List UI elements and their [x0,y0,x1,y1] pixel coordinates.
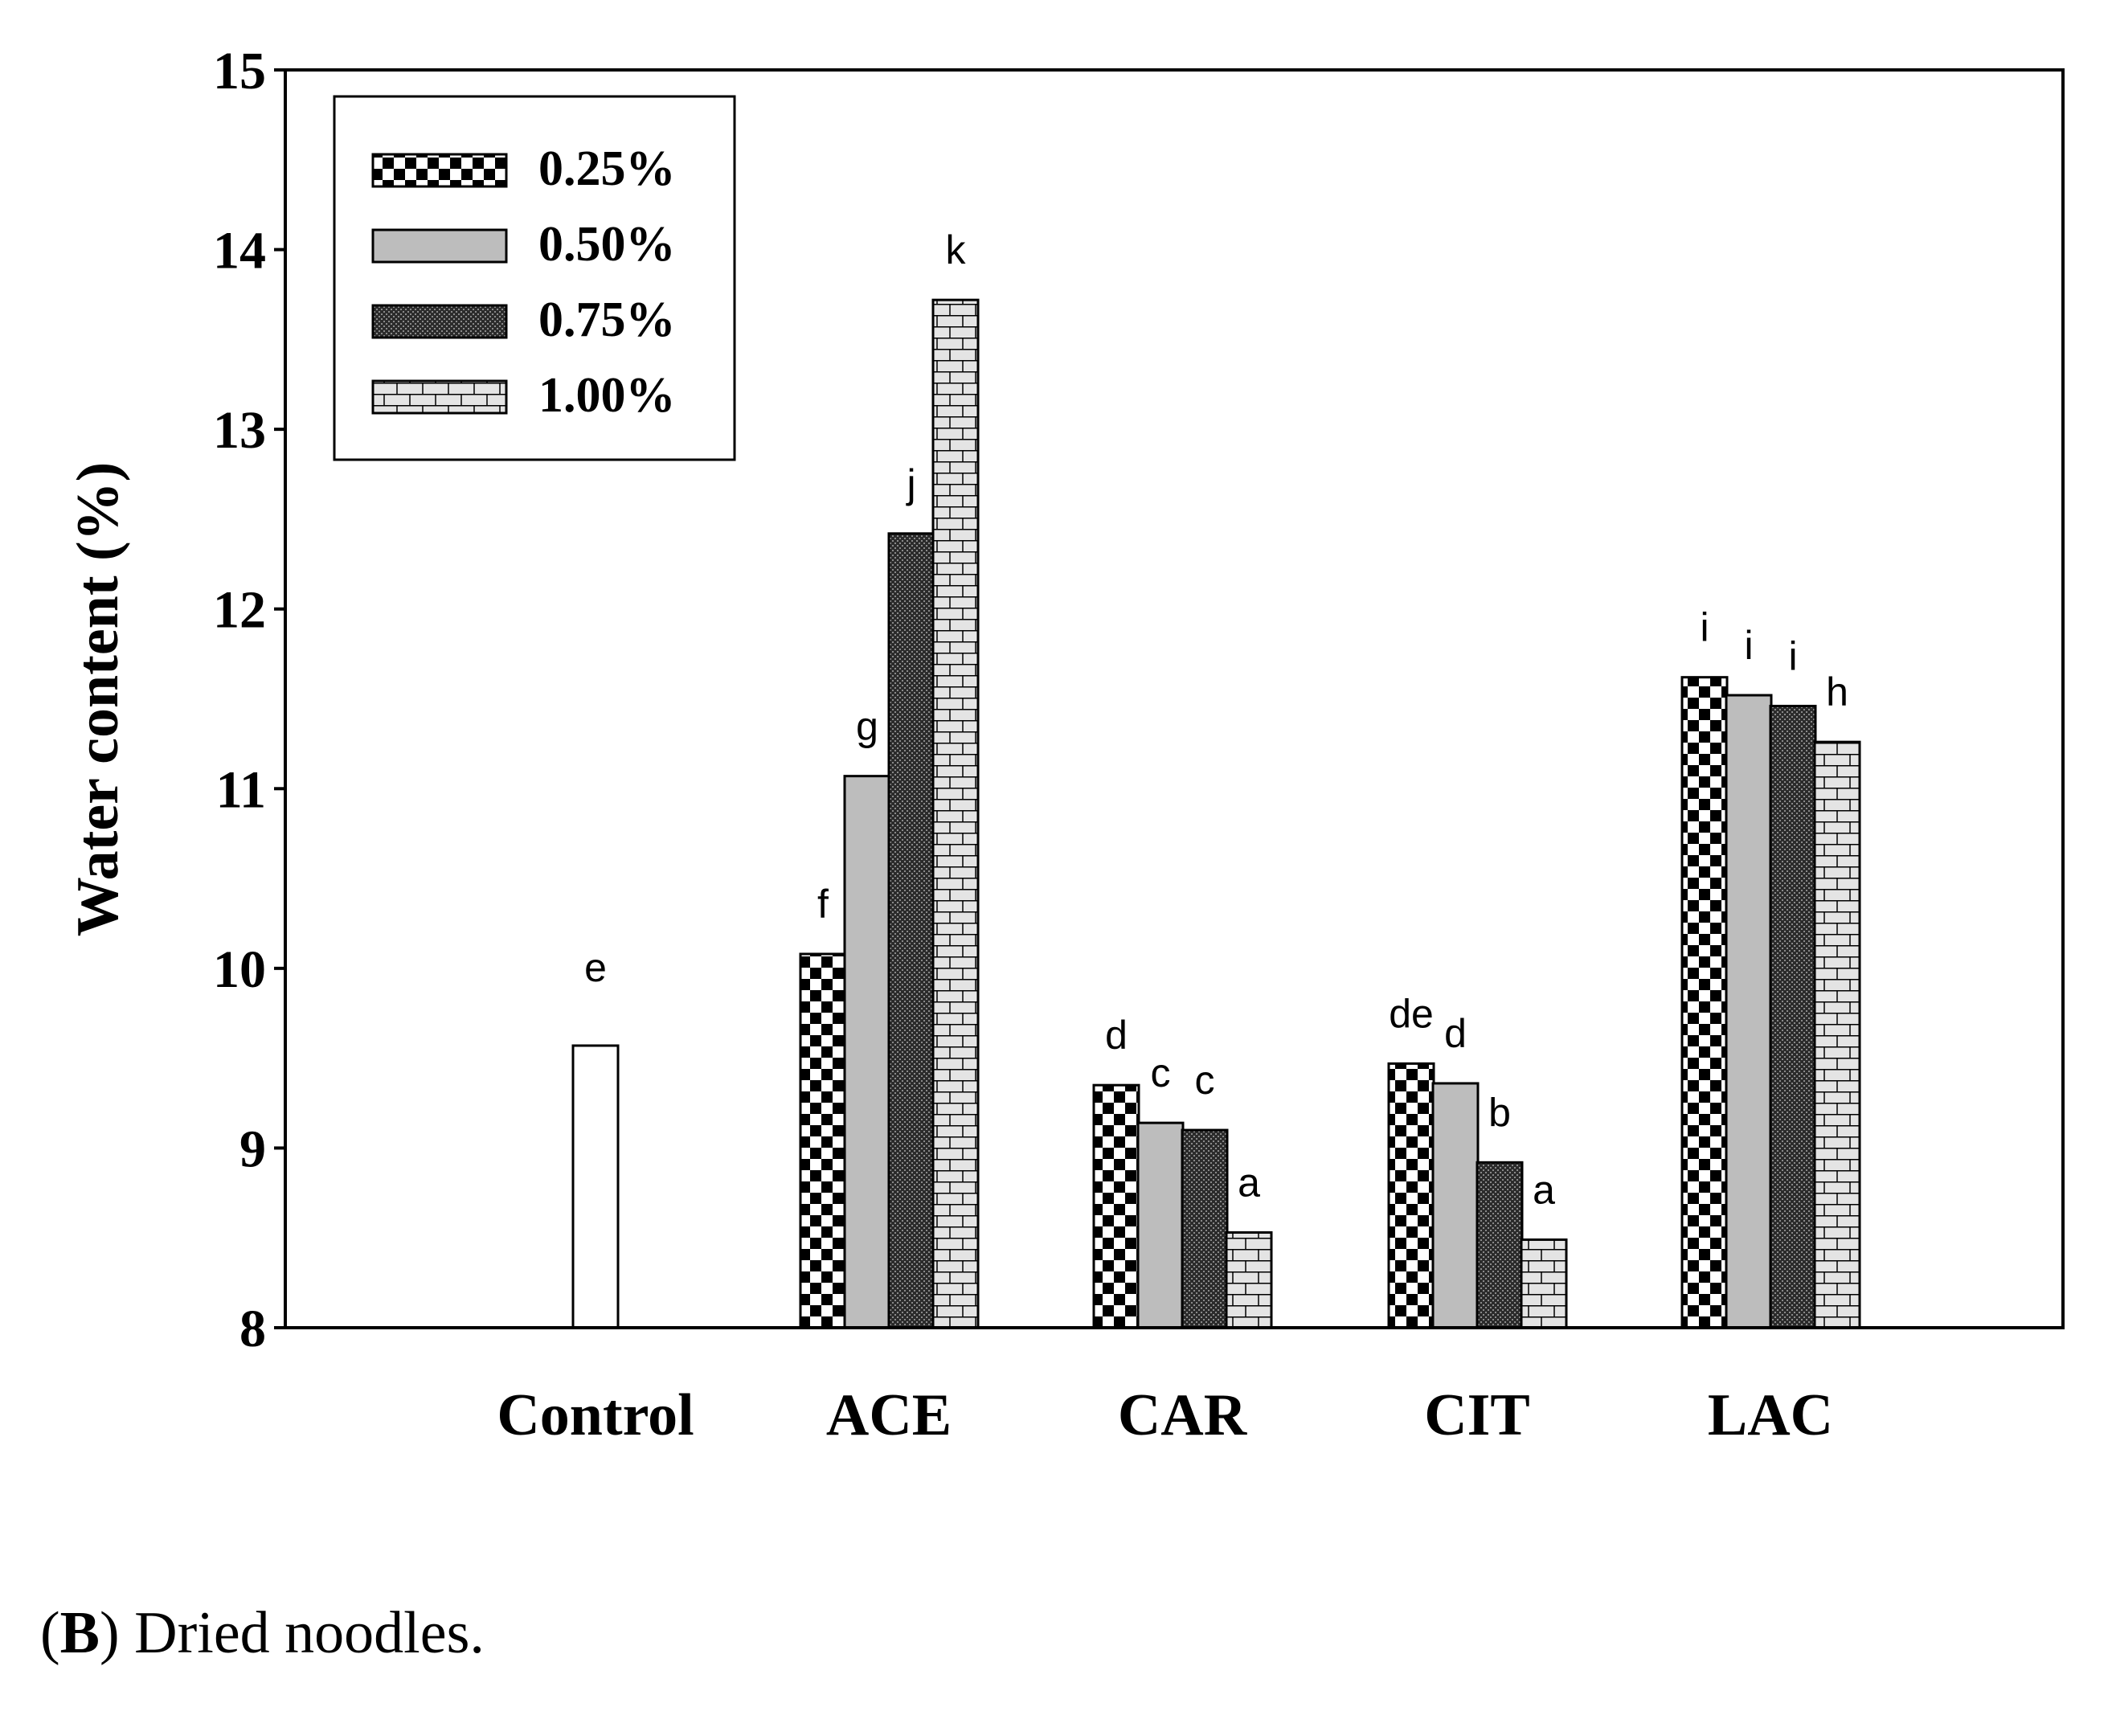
sig-label: j [905,461,915,506]
y-tick-label: 15 [213,42,266,100]
bars [571,298,1861,1329]
sig-label: de [1389,991,1434,1036]
sig-label: f [817,882,829,927]
bar-ace-075 [887,532,935,1329]
sig-label-control: e [584,945,607,990]
y-tick-label: 10 [213,940,266,999]
sig-label: i [1788,633,1797,678]
bar-cit-100 [1520,1238,1568,1329]
x-axis-categories: Control ACE CAR CIT LAC [497,1382,1833,1448]
x-category-label: Control [497,1382,694,1448]
y-axis-label: Water content (%) [65,462,131,936]
x-category-label: ACE [826,1382,952,1448]
legend-label: 0.75% [538,293,676,347]
y-tick-label: 9 [239,1120,266,1178]
sig-label: c [1195,1058,1215,1103]
bar-control [571,1044,620,1329]
x-category-label: LAC [1708,1382,1833,1448]
sig-label: k [946,227,967,272]
sig-label: h [1826,669,1848,714]
plot-frame [284,68,2065,1329]
bar-cit-050 [1431,1082,1480,1329]
y-tick-label: 12 [213,581,266,640]
y-tick-label: 13 [213,401,266,460]
y-tick-label: 14 [213,222,266,280]
sig-label: d [1105,1013,1128,1058]
legend-label: 0.50% [538,217,676,272]
figure-caption: (B) Dried noodles. [40,1600,485,1666]
bar-cit-025 [1387,1062,1435,1329]
legend-swatch [371,228,508,264]
sig-label: a [1533,1167,1555,1212]
bar-lac-025 [1680,676,1729,1329]
legend: 0.25% 0.50% 0.75% 1.00% [333,95,736,461]
bar-ace-100 [931,298,980,1329]
bar-car-075 [1181,1128,1229,1329]
bar-ace-050 [843,775,891,1329]
bar-lac-050 [1725,694,1773,1329]
sig-label: i [1744,623,1753,668]
sig-label: c [1151,1050,1171,1095]
caption-text: Dried noodles. [134,1600,485,1666]
sig-label: a [1238,1161,1260,1206]
bar-car-050 [1136,1121,1185,1329]
x-category-label: CIT [1424,1382,1530,1448]
legend-label: 0.25% [538,141,676,196]
sig-label: d [1444,1011,1467,1056]
bar-lac-100 [1813,740,1861,1329]
y-tick-label: 8 [239,1300,266,1358]
sig-label: b [1488,1090,1511,1135]
legend-label: 1.00% [538,368,676,423]
caption-panel: B [59,1600,100,1666]
bar-car-025 [1092,1083,1140,1329]
bar-lac-075 [1769,704,1817,1329]
legend-swatch [371,153,508,188]
bar-cit-075 [1476,1161,1524,1329]
sig-label: i [1700,605,1709,650]
sig-label: g [856,704,878,749]
legend-swatch [371,379,508,415]
y-axis-ticks: 8 9 10 11 12 13 14 15 [213,42,285,1358]
y-tick-label: 11 [216,760,266,819]
bar-ace-025 [799,952,847,1329]
bar-car-100 [1225,1231,1273,1329]
legend-swatch [371,304,508,339]
x-category-label: CAR [1118,1382,1248,1448]
